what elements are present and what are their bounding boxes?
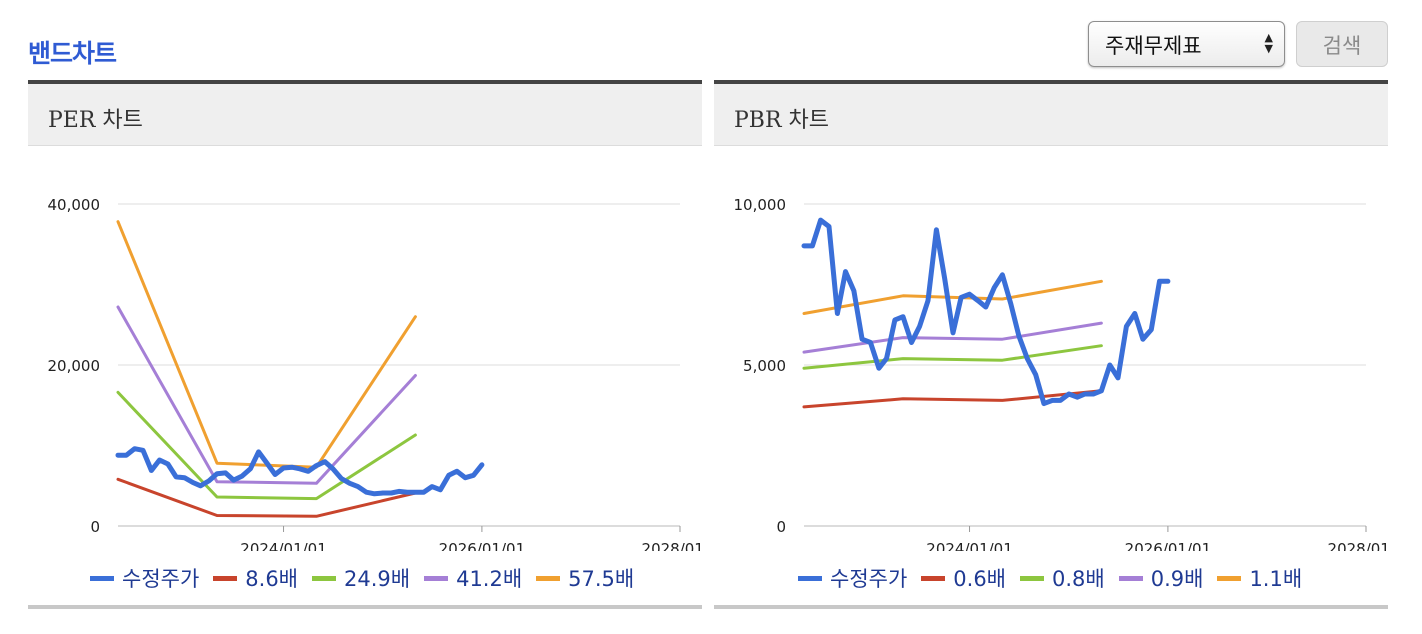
per-chart-legend: 수정주가 8.6배 24.9배 41.2배 57.5배 (90, 563, 648, 593)
pbr-legend-swatch (1118, 575, 1143, 581)
per-series-line-4 (116, 220, 417, 469)
pbr-x-tick-label: 2026/01/01 (1125, 540, 1211, 551)
pbr-legend-item[interactable]: 1.1배 (1217, 563, 1302, 593)
pbr-panel-title: PBR 차트 (734, 108, 830, 133)
per-panel-bottom-border (28, 605, 702, 609)
pbr-panel-bottom-border (714, 605, 1388, 609)
pbr-legend-item[interactable]: 0.9배 (1118, 563, 1204, 593)
pbr-legend-label: 0.6배 (953, 567, 1006, 591)
search-button[interactable]: 검색 (1296, 21, 1388, 67)
per-series-line-0 (115, 446, 485, 497)
per-legend-label: 수정주가 (122, 567, 200, 591)
statement-type-select[interactable]: 주재무제표 ▲ ▼ (1088, 21, 1285, 67)
per-legend-swatch (312, 575, 336, 581)
pbr-legend-item[interactable]: 수정주가 (798, 563, 907, 593)
per-legend-label: 57.5배 (568, 567, 635, 591)
pbr-legend-label: 1.1배 (1249, 567, 1303, 591)
pbr-legend-swatch (1020, 575, 1044, 581)
pbr-chart-panel: PBR 차트 0 5,000 10,000 2024/01/01 2026/01/01 2… (714, 80, 1388, 609)
per-legend-swatch (424, 575, 449, 581)
pbr-x-tick-label: 2024/01/01 (926, 540, 1012, 551)
page-title: 밴드차트 (28, 39, 117, 68)
pbr-y-tick-label: 0 (776, 518, 786, 536)
pbr-y-tick-label: 5,000 (743, 357, 786, 375)
per-legend-item[interactable]: 24.9배 (312, 563, 410, 593)
per-legend-swatch (536, 575, 561, 581)
pbr-legend-swatch (921, 575, 946, 581)
per-x-tick-label: 2026/01/01 (439, 540, 525, 551)
per-y-tick-label: 0 (90, 518, 100, 536)
pbr-series-line-2 (802, 344, 1103, 370)
per-panel-title: PER 차트 (48, 108, 143, 133)
pbr-legend-item[interactable]: 0.6배 (921, 563, 1006, 593)
pbr-legend-label: 0.9배 (1150, 567, 1204, 591)
pbr-chart-legend: 수정주가 0.6배 0.8배 0.9배 1.1배 (798, 563, 1316, 593)
pbr-series-line-4 (802, 279, 1103, 315)
pbr-legend-swatch (1217, 575, 1242, 581)
pbr-series-line-1 (802, 389, 1103, 409)
per-legend-swatch (213, 575, 238, 581)
per-series-line-1 (116, 477, 417, 518)
per-legend-item[interactable]: 8.6배 (213, 563, 298, 593)
per-legend-item[interactable]: 수정주가 (90, 563, 199, 593)
per-series-line-3 (116, 305, 417, 485)
per-legend-item[interactable]: 41.2배 (424, 563, 522, 593)
pbr-legend-item[interactable]: 0.8배 (1020, 563, 1105, 593)
pbr-series-line-0 (801, 217, 1171, 407)
per-x-tick-label: 2028/01/0 (642, 540, 702, 551)
per-chart: 0 20,000 40,000 2024/01/01 2026/01/01 2028/01… (48, 196, 703, 551)
pbr-panel-header: PBR 차트 (714, 80, 1388, 146)
per-chart-panel: PER 차트 0 20,000 40,000 2024/01/01 2026/01/01… (28, 80, 702, 609)
per-legend-label: 24.9배 (344, 567, 411, 591)
pbr-x-tick-label: 2028/01/0 (1328, 540, 1388, 551)
per-panel-header: PER 차트 (28, 80, 702, 146)
per-legend-swatch (90, 575, 114, 581)
updown-arrows-icon: ▲ ▼ (1264, 31, 1273, 55)
per-y-tick-label: 20,000 (48, 357, 101, 375)
pbr-chart: 0 5,000 10,000 2024/01/01 2026/01/01 2028/01/… (734, 196, 1389, 551)
pbr-legend-label: 0.8배 (1052, 567, 1105, 591)
per-y-tick-label: 40,000 (48, 196, 101, 214)
pbr-legend-label: 수정주가 (830, 567, 908, 591)
pbr-series-line-3 (802, 321, 1103, 354)
per-x-tick-label: 2024/01/01 (240, 540, 326, 551)
per-series-line-2 (116, 390, 417, 501)
per-legend-label: 8.6배 (245, 567, 298, 591)
select-value: 주재무제표 (1105, 34, 1202, 58)
pbr-y-tick-label: 10,000 (734, 196, 787, 214)
per-legend-item[interactable]: 57.5배 (536, 563, 634, 593)
pbr-legend-swatch (798, 575, 822, 581)
per-legend-label: 41.2배 (456, 567, 523, 591)
